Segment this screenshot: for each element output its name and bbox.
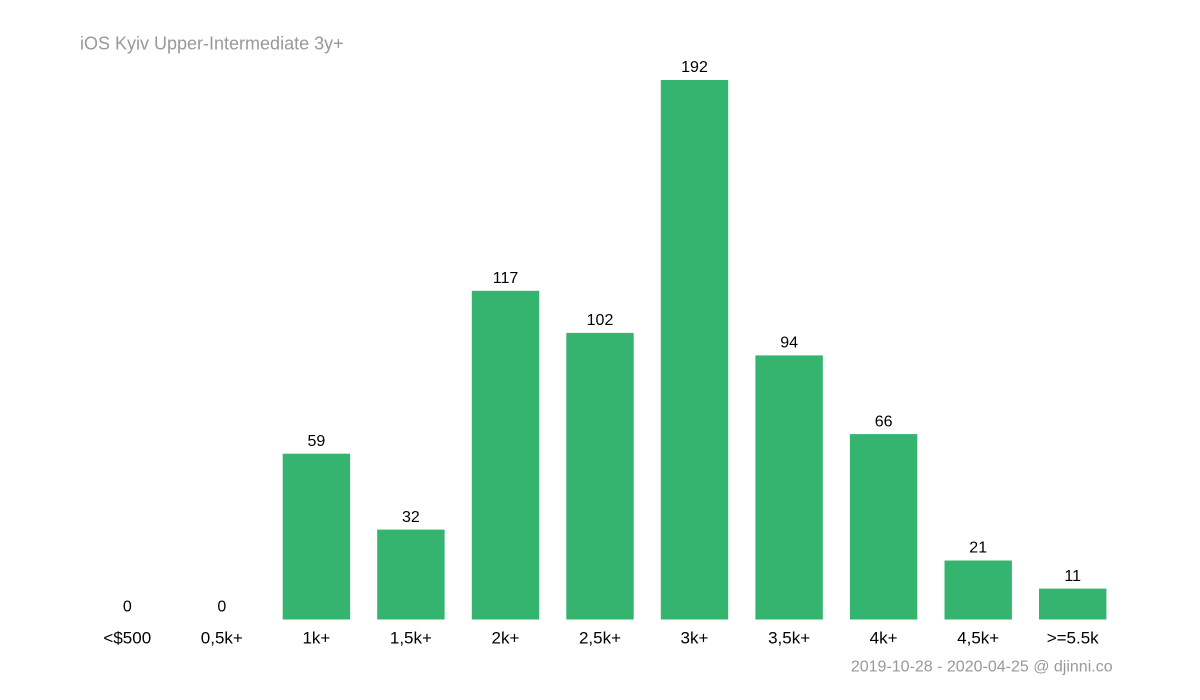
svg-text:59: 59	[308, 433, 326, 450]
svg-text:192: 192	[681, 59, 708, 76]
svg-text:3k+: 3k+	[681, 628, 709, 647]
svg-text:>=5.5k: >=5.5k	[1047, 628, 1099, 647]
svg-text:21: 21	[969, 540, 987, 557]
svg-text:0: 0	[217, 599, 226, 616]
svg-text:0: 0	[123, 599, 132, 616]
svg-text:1k+: 1k+	[302, 628, 330, 647]
svg-text:11: 11	[1064, 568, 1081, 585]
svg-text:66: 66	[875, 413, 893, 430]
svg-text:4,5k+: 4,5k+	[957, 628, 999, 647]
svg-text:32: 32	[402, 509, 420, 526]
svg-text:3,5k+: 3,5k+	[768, 628, 810, 647]
svg-text:iOS Kyiv Upper-Intermediate 3y: iOS Kyiv Upper-Intermediate 3y+	[80, 34, 344, 54]
svg-text:2k+: 2k+	[492, 628, 520, 647]
svg-text:<$500: <$500	[103, 628, 151, 647]
svg-text:117: 117	[493, 270, 519, 287]
svg-text:0,5k+: 0,5k+	[201, 628, 243, 647]
svg-text:4k+: 4k+	[870, 628, 898, 647]
svg-text:102: 102	[587, 312, 614, 329]
svg-text:94: 94	[780, 335, 798, 352]
svg-text:1,5k+: 1,5k+	[390, 628, 432, 647]
svg-text:2,5k+: 2,5k+	[579, 628, 621, 647]
svg-text:2019-10-28 - 2020-04-25 @ djin: 2019-10-28 - 2020-04-25 @ djinni.co	[851, 658, 1113, 675]
